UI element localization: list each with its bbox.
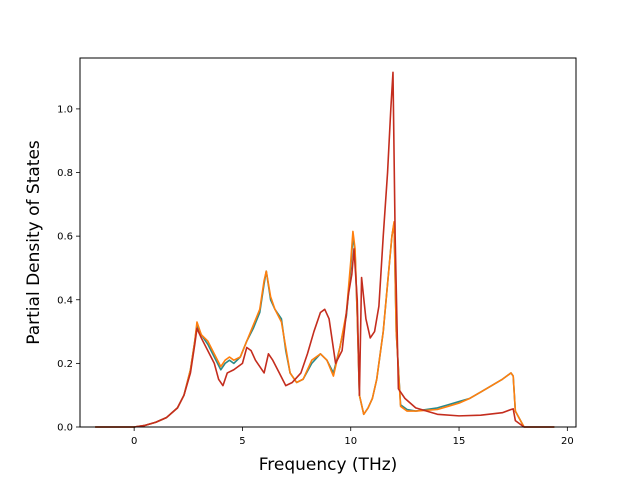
y-tick-label: 0.0 (57, 423, 73, 434)
y-tick-label: 0.2 (57, 359, 73, 370)
y-tick-label: 0.4 (57, 295, 73, 306)
y-tick-label: 0.8 (57, 168, 73, 179)
x-tick-label: 15 (453, 436, 466, 447)
plot-series-group (95, 71, 555, 428)
y-axis-ticks: 0.0 0.2 0.4 0.6 0.8 1.0 (57, 104, 80, 434)
x-tick-label: 10 (344, 436, 357, 447)
series-line-3 (95, 71, 555, 428)
y-axis-label: Partial Density of States (24, 140, 44, 345)
y-tick-label: 1.0 (57, 104, 73, 115)
x-tick-label: 0 (131, 436, 137, 447)
x-tick-label: 5 (239, 436, 245, 447)
y-tick-label: 0.6 (57, 232, 73, 243)
x-tick-label: 20 (561, 436, 574, 447)
axes-frame (79, 57, 577, 428)
x-axis-label: Frequency (THz) (259, 455, 398, 475)
x-axis-ticks: 0 5 10 15 20 (131, 427, 574, 447)
series-line-2 (95, 221, 555, 428)
